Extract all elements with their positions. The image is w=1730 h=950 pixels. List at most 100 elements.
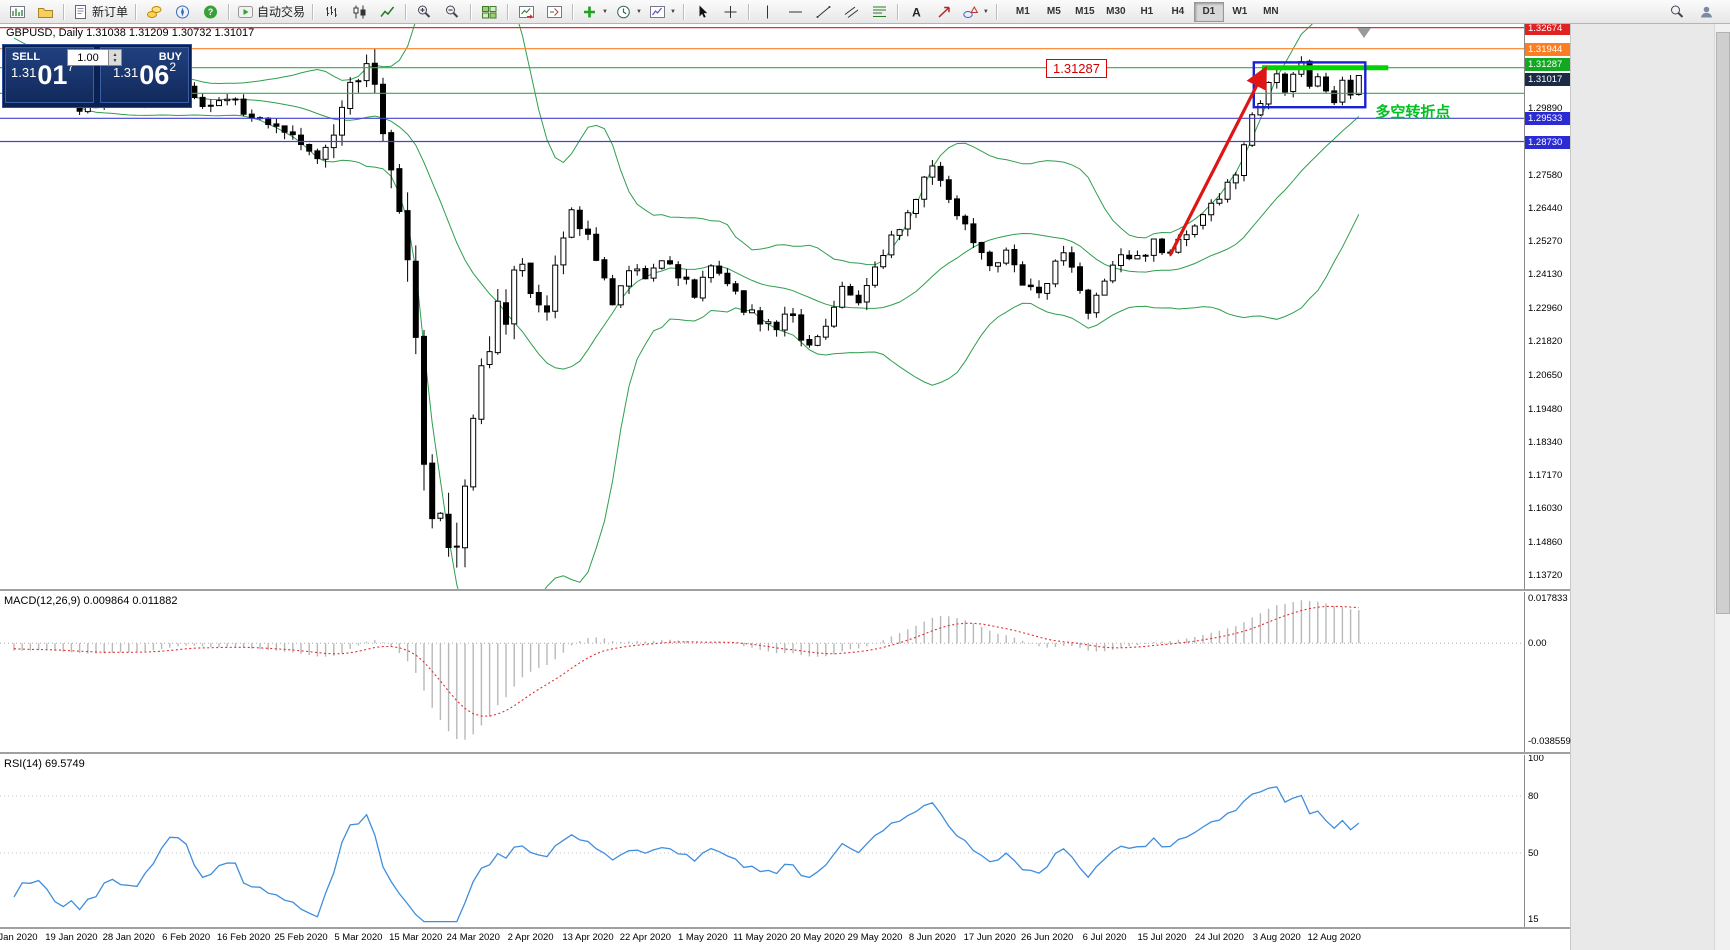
date-axis-label: 29 May 2020: [847, 932, 903, 943]
sell-label: SELL: [12, 51, 41, 63]
date-axis-label: 16 Feb 2020: [216, 932, 271, 943]
text-icon[interactable]: A: [903, 1, 930, 23]
help-icon[interactable]: ?: [197, 1, 224, 23]
new-order-button[interactable]: 新订单: [69, 1, 131, 23]
sell-price-pip: 7: [67, 60, 75, 74]
zoom-out-icon[interactable]: [439, 1, 466, 23]
zoom-in-icon[interactable]: [411, 1, 438, 23]
rsi-indicator-label: RSI(14) 69.5749: [4, 758, 85, 770]
profiles-icon[interactable]: [32, 1, 59, 23]
toolbar-separator: [507, 3, 510, 20]
shapes-icon[interactable]: ▼: [959, 1, 992, 23]
main-chart-panel[interactable]: [0, 0, 1524, 645]
timeframe-mn-button[interactable]: MN: [1263, 6, 1279, 17]
dropdown-caret-icon[interactable]: ▼: [669, 8, 676, 15]
date-axis-label: 11 May 2020: [733, 932, 788, 943]
panel-divider[interactable]: [0, 589, 1570, 592]
macd-panel[interactable]: [0, 600, 1524, 740]
date-axis-label: 15 Mar 2020: [389, 932, 443, 943]
auto-scroll-icon[interactable]: [513, 1, 540, 23]
new-chart-icon[interactable]: [4, 1, 31, 23]
candle-chart-icon[interactable]: [346, 1, 373, 23]
indicators-icon[interactable]: ▼: [578, 1, 611, 23]
panel-divider[interactable]: [0, 752, 1570, 755]
date-axis-label: 24 Mar 2020: [446, 932, 500, 943]
toolbar-button-label: 自动交易: [257, 5, 306, 19]
sell-button[interactable]: SELL 1.31017: [5, 47, 94, 103]
timeframe-toolbar: M1 M5 M15 M30 H1 H4 D1 W1 MN: [1008, 1, 1286, 22]
date-axis-label: 6 Feb 2020: [162, 932, 211, 943]
turning-point-label[interactable]: 多空转折点: [1375, 104, 1451, 122]
auto-trading-button[interactable]: 自动交易: [234, 1, 308, 23]
date-axis-label: 20 May 2020: [790, 932, 846, 943]
cursor-icon[interactable]: [689, 1, 716, 23]
arrows-icon[interactable]: [931, 1, 958, 23]
price-axis[interactable]: [1524, 24, 1570, 927]
tile-windows-icon[interactable]: [476, 1, 503, 23]
date-axis-label: 15 Jul 2020: [1137, 932, 1187, 943]
buy-price-main: 06: [139, 60, 170, 90]
dropdown-caret-icon[interactable]: ▼: [602, 8, 608, 15]
date-axis[interactable]: 8 Jan 2020 19 Jan 2020 28 Jan 2020 6 Feb 20…: [0, 931, 1570, 949]
crosshair-icon[interactable]: [717, 1, 744, 23]
price-annotation-label[interactable]: 1.31287: [1046, 58, 1107, 78]
channel-icon[interactable]: [838, 1, 865, 23]
templates-icon[interactable]: ▼: [646, 1, 679, 23]
timeframe-d1-button[interactable]: D1: [1193, 1, 1224, 22]
date-axis-label: 19 Jan 2020: [45, 932, 98, 943]
date-axis-label: 8 Jun 2020: [908, 932, 956, 943]
chart-title: GBPUSD, Daily 1.31038 1.31209 1.30732 1.…: [6, 27, 255, 39]
navigator-icon[interactable]: [169, 1, 196, 23]
volume-control: ▲▼: [67, 49, 122, 66]
timeframe-h1-button[interactable]: H1: [1140, 6, 1154, 17]
trendline-icon[interactable]: [810, 1, 837, 23]
new-order-icon: [72, 4, 89, 20]
coins-icon[interactable]: [141, 1, 168, 23]
spin-down-icon[interactable]: ▼: [112, 57, 118, 64]
toolbar-separator: [405, 3, 408, 20]
panel-divider[interactable]: [0, 927, 1570, 930]
dropdown-caret-icon[interactable]: ▼: [982, 8, 989, 15]
timeframe-m30-button[interactable]: M30: [1106, 6, 1126, 17]
bar-chart-icon[interactable]: [318, 1, 345, 23]
toolbar-button-label: 新订单: [92, 5, 129, 19]
line-chart-icon[interactable]: [374, 1, 401, 23]
timeframe-m1-button[interactable]: M1: [1015, 6, 1030, 17]
scrollbar-thumb[interactable]: [1716, 32, 1730, 614]
date-axis-label: 3 Aug 2020: [1252, 932, 1301, 943]
svg-text:?: ?: [208, 7, 214, 17]
toolbar-right-group: [1664, 1, 1720, 23]
timeframe-m15-button[interactable]: M15: [1075, 6, 1095, 17]
chart-shift-icon[interactable]: [541, 1, 568, 23]
date-axis-label: 6 Jul 2020: [1082, 932, 1127, 943]
toolbar-separator: [896, 3, 899, 20]
dropdown-caret-icon[interactable]: ▼: [635, 8, 642, 15]
timeframe-w1-button[interactable]: W1: [1232, 6, 1248, 17]
bollinger-upper-band: [13, 24, 1313, 266]
timeframe-h4-button[interactable]: H4: [1171, 6, 1185, 17]
timeframe-m5-button[interactable]: M5: [1046, 6, 1061, 17]
toolbar-separator: [747, 3, 750, 20]
date-axis-label: 17 Jun 2020: [963, 932, 1016, 943]
trend-arrow-object[interactable]: [1168, 65, 1267, 256]
chart-shift-marker[interactable]: [1357, 28, 1371, 38]
date-axis-label: 1 May 2020: [677, 932, 728, 943]
rsi-panel[interactable]: [0, 786, 1524, 923]
date-axis-label: 26 Jun 2020: [1021, 932, 1074, 943]
one-click-trading-panel: SELL 1.31017 BUY 1.31062 ▲▼: [2, 44, 192, 108]
right-gutter: [1570, 24, 1730, 950]
community-icon[interactable]: [1693, 1, 1720, 23]
periods-icon[interactable]: ▼: [612, 1, 645, 23]
spin-up-icon[interactable]: ▲: [112, 51, 118, 58]
buy-price: 1.31062: [101, 60, 188, 91]
date-axis-label: 2 Apr 2020: [507, 932, 554, 943]
volume-input[interactable]: [67, 49, 109, 66]
toolbar-separator: [572, 3, 575, 20]
fibonacci-icon[interactable]: [866, 1, 893, 23]
vertical-scrollbar[interactable]: [1714, 24, 1730, 950]
search-icon[interactable]: [1664, 1, 1691, 23]
vertical-line-icon[interactable]: [754, 1, 781, 23]
volume-spinner[interactable]: ▲ ▼: [109, 49, 122, 66]
horizontal-line-icon[interactable]: [782, 1, 809, 23]
